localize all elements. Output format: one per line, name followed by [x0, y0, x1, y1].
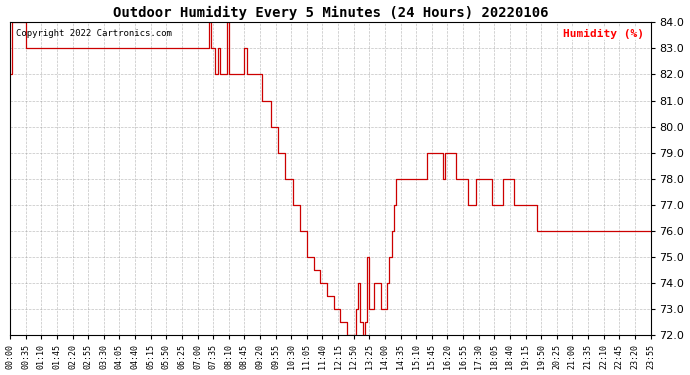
Text: Copyright 2022 Cartronics.com: Copyright 2022 Cartronics.com	[17, 28, 172, 38]
Text: Humidity (%): Humidity (%)	[563, 28, 644, 39]
Title: Outdoor Humidity Every 5 Minutes (24 Hours) 20220106: Outdoor Humidity Every 5 Minutes (24 Hou…	[112, 6, 548, 20]
